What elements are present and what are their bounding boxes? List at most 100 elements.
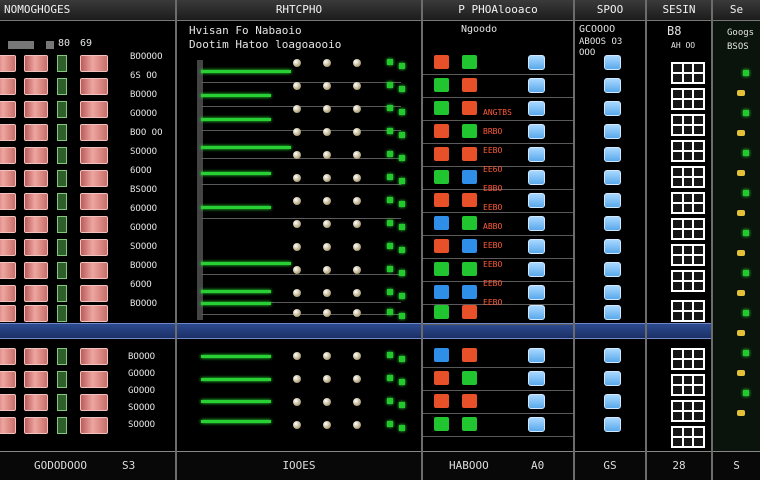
- level-bar: [80, 78, 108, 95]
- signal-dot: [387, 289, 393, 295]
- session-grid: [671, 88, 705, 110]
- node-dot: [293, 82, 301, 90]
- level-bar: [80, 124, 108, 141]
- node-dot: [353, 352, 361, 360]
- node-dot: [293, 151, 301, 159]
- state-button: [604, 348, 621, 363]
- level-bar: [80, 305, 108, 322]
- state-button: [604, 55, 621, 70]
- signal-dot: [743, 110, 749, 116]
- level-bar: [80, 285, 108, 302]
- level-bar: [0, 262, 16, 279]
- node-dot: [323, 128, 331, 136]
- row-rule: [423, 304, 573, 305]
- panel-session-header: SESIN: [647, 0, 711, 21]
- node-dot: [323, 375, 331, 383]
- node-dot: [323, 151, 331, 159]
- status-square: [462, 394, 477, 408]
- state-button: [528, 147, 545, 162]
- level-bar: [0, 124, 16, 141]
- state-button: [528, 101, 545, 116]
- channel-label: BOOOO: [128, 352, 156, 362]
- node-dot: [353, 197, 361, 205]
- level-indicator: [57, 371, 67, 388]
- row-rule: [423, 74, 573, 75]
- signal-dot: [387, 309, 393, 315]
- level-indicator: [57, 216, 67, 233]
- signal-dot: [387, 243, 393, 249]
- row-rule: [201, 184, 401, 185]
- alert-label: EEBO: [483, 241, 503, 250]
- level-bar: [80, 55, 108, 72]
- level-bar: [80, 348, 108, 365]
- signal-dot: [387, 266, 393, 272]
- signal-dot: [399, 63, 405, 69]
- node-dot: [353, 174, 361, 182]
- row-rule: [423, 258, 573, 259]
- signal-dot: [399, 293, 405, 299]
- signal-dot: [743, 270, 749, 276]
- level-bar: [0, 305, 16, 322]
- panel-session-footer: 28: [647, 451, 711, 480]
- row-rule: [201, 158, 401, 159]
- level-bar: [24, 285, 48, 302]
- level-indicator: [57, 394, 67, 411]
- level-indicator: [57, 170, 67, 187]
- row-rule: [423, 436, 573, 437]
- level-indicator: [57, 285, 67, 302]
- level-bar: [24, 305, 48, 322]
- state-button: [604, 193, 621, 208]
- state-button: [528, 305, 545, 320]
- node-dot: [293, 59, 301, 67]
- state-button: [528, 417, 545, 432]
- level-indicator: [57, 55, 67, 72]
- selection-bar[interactable]: [0, 323, 760, 339]
- signal-line: [201, 118, 271, 121]
- status-square: [434, 239, 449, 253]
- status-square: [462, 124, 477, 138]
- level-bar: [24, 170, 48, 187]
- level-bar: [0, 147, 16, 164]
- channel-label: SOOOO: [128, 420, 156, 430]
- alert-label: EEBO: [483, 203, 503, 212]
- channel-label: 6OOO: [130, 280, 152, 290]
- signal-dot: [387, 197, 393, 203]
- signal-line: [201, 420, 271, 423]
- signal-line: [201, 146, 291, 149]
- row-rule: [423, 120, 573, 121]
- signal-dot: [399, 402, 405, 408]
- session-grid: [671, 192, 705, 214]
- signal-dot: [387, 128, 393, 134]
- level-bar: [0, 239, 16, 256]
- level-bar: [0, 78, 16, 95]
- level-indicator: [57, 101, 67, 118]
- alert-square: [737, 130, 745, 136]
- level-indicator: [57, 124, 67, 141]
- node-dot: [293, 421, 301, 429]
- alert-label: EEBO: [483, 298, 503, 307]
- state-button: [528, 78, 545, 93]
- row-rule: [423, 235, 573, 236]
- state-button: [528, 55, 545, 70]
- alert-label: EEBO: [483, 146, 503, 155]
- signal-dot: [399, 379, 405, 385]
- status-square: [462, 305, 477, 319]
- node-dot: [323, 82, 331, 90]
- state-button: [528, 394, 545, 409]
- signal-dot: [399, 201, 405, 207]
- state-button: [528, 348, 545, 363]
- status-square: [462, 101, 477, 115]
- level-bar: [80, 101, 108, 118]
- node-dot: [323, 289, 331, 297]
- level-bar: [80, 170, 108, 187]
- signal-dot: [387, 59, 393, 65]
- level-indicator: [57, 147, 67, 164]
- level-bar: [24, 55, 48, 72]
- node-dot: [293, 220, 301, 228]
- signal-dot: [399, 356, 405, 362]
- level-bar: [0, 348, 16, 365]
- panel-levels-top: 80 69: [0, 38, 110, 50]
- signal-dot: [387, 174, 393, 180]
- status-square: [462, 371, 477, 385]
- session-grid: [671, 374, 705, 396]
